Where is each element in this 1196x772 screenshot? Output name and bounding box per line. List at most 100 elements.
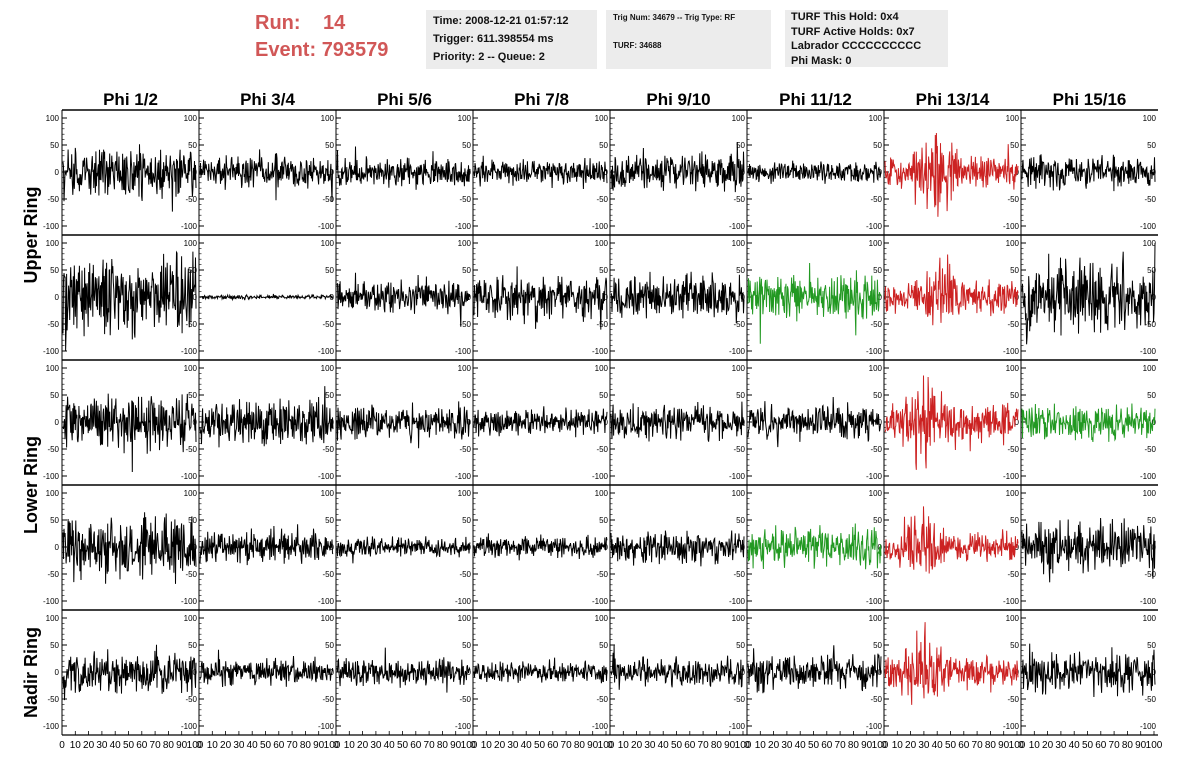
x-tick-label: 10	[1029, 740, 1041, 751]
y-tick-label: 50	[50, 266, 59, 275]
y-tick-label: 50	[599, 141, 608, 150]
y-tick-label: 50	[188, 391, 197, 400]
x-tick-label: 50	[808, 740, 820, 751]
y-tick-label: -100	[729, 722, 746, 731]
x-tick-label: 40	[932, 740, 944, 751]
y-tick-label: 50	[325, 641, 334, 650]
x-tick-label: 20	[83, 740, 95, 751]
y-tick-label: 50	[325, 266, 334, 275]
turf-info-box: TURF This Hold: 0x4 TURF Active Holds: 0…	[785, 10, 948, 67]
x-tick-label: 100	[598, 740, 615, 751]
y-tick-label: 0	[741, 668, 746, 677]
y-tick-label: -50	[733, 445, 745, 454]
x-tick-label: 70	[835, 740, 847, 751]
waveform-trace	[199, 149, 334, 202]
x-tick-label: 20	[357, 740, 369, 751]
y-tick-label: 50	[736, 516, 745, 525]
y-tick-label: 100	[458, 239, 472, 248]
y-tick-label: 100	[184, 489, 198, 498]
y-tick-label: -100	[318, 597, 335, 606]
y-tick-label: 100	[1006, 239, 1020, 248]
x-tick-label: 40	[384, 740, 396, 751]
x-tick-label: 0	[59, 740, 65, 751]
y-tick-label: 100	[321, 114, 335, 123]
x-tick-label: 90	[861, 740, 873, 751]
y-tick-label: -100	[181, 347, 198, 356]
y-tick-label: 50	[1010, 266, 1019, 275]
x-tick-label: 10	[70, 740, 82, 751]
y-tick-label: -50	[1007, 695, 1019, 704]
y-tick-label: -50	[1007, 195, 1019, 204]
y-tick-label: -50	[459, 570, 471, 579]
y-tick-label: 50	[873, 641, 882, 650]
y-tick-label: 50	[1147, 516, 1156, 525]
y-tick-label: -50	[1144, 695, 1156, 704]
y-tick-label: 50	[736, 141, 745, 150]
labrador-text: Labrador CCCCCCCCCC	[791, 40, 922, 52]
y-tick-label: -50	[870, 320, 882, 329]
y-tick-label: 100	[321, 364, 335, 373]
x-tick-label: 40	[795, 740, 807, 751]
x-tick-label: 0	[744, 740, 750, 751]
y-tick-label: -100	[43, 472, 60, 481]
y-tick-label: 50	[736, 266, 745, 275]
y-tick-label: 100	[184, 614, 198, 623]
y-tick-label: 100	[1006, 489, 1020, 498]
y-tick-label: -50	[47, 195, 59, 204]
y-tick-label: -50	[185, 570, 197, 579]
y-tick-label: 100	[869, 239, 883, 248]
y-tick-label: -50	[459, 695, 471, 704]
y-tick-label: -100	[181, 222, 198, 231]
x-tick-label: 100	[324, 740, 341, 751]
y-tick-label: -100	[592, 347, 609, 356]
y-tick-label: -100	[455, 722, 472, 731]
waveform-trace	[473, 266, 608, 330]
y-tick-label: 100	[1006, 614, 1020, 623]
x-tick-label: 50	[534, 740, 546, 751]
x-tick-label: 60	[684, 740, 696, 751]
x-tick-label: 80	[437, 740, 449, 751]
x-tick-label: 90	[313, 740, 325, 751]
y-tick-label: -50	[870, 570, 882, 579]
x-tick-label: 100	[1009, 740, 1026, 751]
y-tick-label: -50	[870, 445, 882, 454]
y-tick-label: -50	[459, 320, 471, 329]
waveform-trace	[62, 250, 197, 352]
x-tick-label: 30	[918, 740, 930, 751]
y-tick-label: 100	[869, 614, 883, 623]
x-tick-label: 60	[547, 740, 559, 751]
y-tick-label: 0	[55, 293, 60, 302]
turf-active-holds-text: TURF Active Holds: 0x7	[791, 25, 915, 38]
y-tick-label: 100	[595, 239, 609, 248]
x-tick-label: 40	[110, 740, 122, 751]
y-tick-label: 100	[46, 114, 60, 123]
waveform-trace	[62, 512, 197, 584]
run-label: Run:	[255, 12, 301, 34]
y-tick-label: -50	[47, 445, 59, 454]
phi-mask-text: Phi Mask: 0	[791, 54, 852, 67]
ring-label: Nadir Ring	[21, 627, 41, 718]
y-tick-label: -100	[592, 722, 609, 731]
y-tick-label: -100	[1140, 347, 1157, 356]
y-tick-label: 100	[869, 489, 883, 498]
y-tick-label: -100	[455, 347, 472, 356]
x-tick-label: 0	[1018, 740, 1024, 751]
y-tick-label: 50	[50, 641, 59, 650]
x-tick-label: 90	[176, 740, 188, 751]
waveform-trace	[747, 396, 882, 448]
y-tick-label: -100	[1003, 347, 1020, 356]
y-tick-label: 100	[1143, 239, 1157, 248]
y-tick-label: -50	[1144, 320, 1156, 329]
y-tick-label: 100	[732, 614, 746, 623]
turf-hold-text: TURF This Hold: 0x4	[791, 11, 899, 23]
